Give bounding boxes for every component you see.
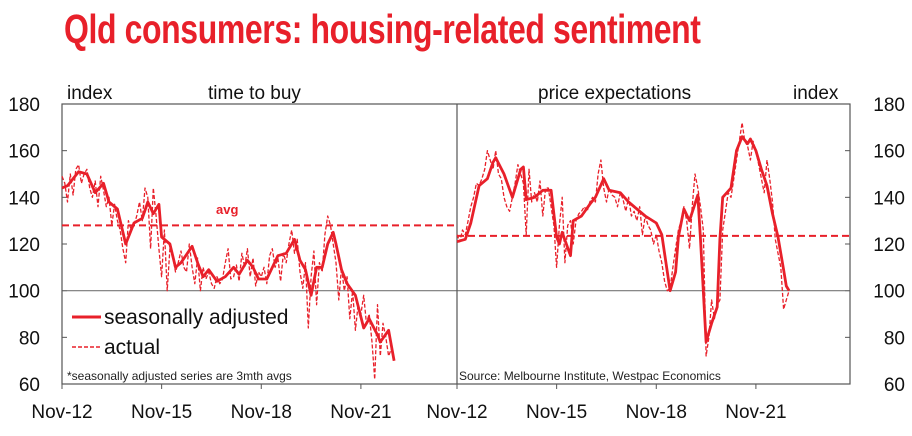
actual-line-panel-2 — [456, 122, 790, 357]
x-tick-label: Nov-18 — [231, 402, 292, 423]
x-tick-label: Nov-15 — [526, 402, 587, 423]
seasonally-adjusted-line-panel-1 — [61, 170, 396, 361]
plot-frame: 180 160 140 120 100 80 60 Nov-12 Nov-15 Nov-18 Nov… — [8, 95, 905, 423]
y-tick-label: 80 — [884, 328, 905, 349]
y-tick-label: 180 — [873, 95, 905, 116]
y-tick-label: 140 — [873, 188, 905, 209]
chart-marks — [61, 122, 850, 380]
x-tick-label: Nov-15 — [131, 402, 192, 423]
y-tick-label: 180 — [8, 95, 40, 116]
left-panel-title: time to buy — [208, 83, 301, 104]
footnote: *seasonally adjusted series are 3mth avg… — [67, 369, 292, 383]
y-tick-label: 120 — [873, 235, 905, 256]
x-tick-label: Nov-21 — [330, 402, 391, 423]
legend-entry-seasonally-adjusted: seasonally adjusted — [104, 306, 288, 329]
chart-title: Qld consumers: housing-related sentiment — [64, 6, 701, 52]
right-panel-title: price expectations — [538, 83, 691, 104]
y-tick-label: 120 — [8, 235, 40, 256]
y-tick-label: 140 — [8, 188, 40, 209]
legend-entry-actual: actual — [104, 336, 160, 359]
right-ylabel: index — [793, 83, 839, 104]
y-tick-label: 160 — [873, 142, 905, 163]
chart-labels: index time to buy price expectations ind… — [67, 83, 839, 383]
x-tick-label: Nov-12 — [426, 402, 487, 423]
y-tick-label: 60 — [884, 375, 905, 396]
y-tick-label: 100 — [873, 282, 905, 303]
x-tick-label: Nov-12 — [31, 402, 92, 423]
y-tick-label: 160 — [8, 142, 40, 163]
y-tick-label: 100 — [8, 282, 40, 303]
left-ylabel: index — [67, 83, 113, 104]
y-tick-label: 60 — [19, 375, 40, 396]
actual-line-panel-1 — [61, 164, 395, 380]
x-tick-label: Nov-18 — [626, 402, 687, 423]
x-tick-label: Nov-21 — [725, 402, 786, 423]
y-tick-label: 80 — [19, 328, 40, 349]
avg-label: avg — [216, 202, 238, 217]
seasonally-adjusted-line-panel-2 — [456, 135, 791, 344]
plot-border — [61, 103, 851, 385]
source-note: Source: Melbourne Institute, Westpac Eco… — [459, 369, 721, 383]
